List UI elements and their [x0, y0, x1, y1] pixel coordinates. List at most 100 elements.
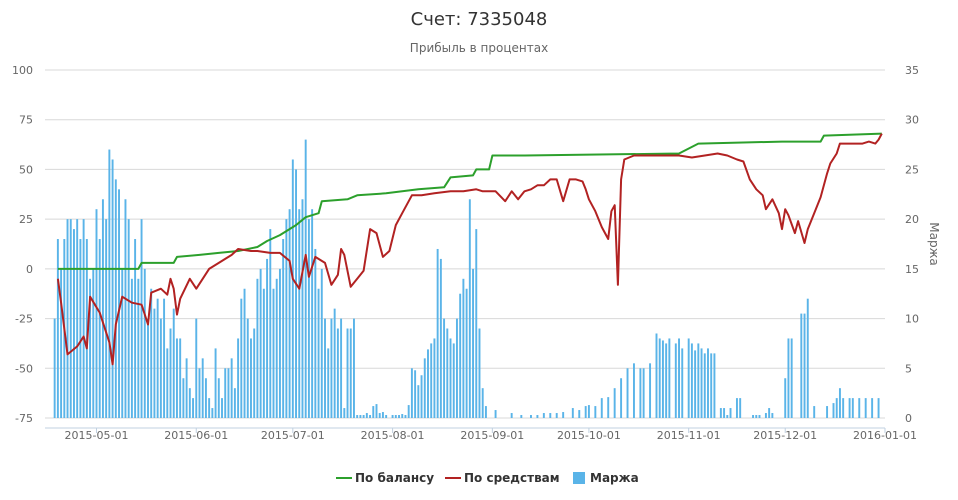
- margin-bar: [369, 415, 372, 418]
- margin-bar: [95, 209, 98, 418]
- margin-bar: [459, 293, 462, 418]
- margin-bar: [175, 338, 178, 418]
- margin-bar: [465, 288, 468, 418]
- margin-bar: [755, 415, 758, 418]
- margin-bar: [587, 405, 590, 418]
- x-tick-label: 2015-12-01: [753, 429, 817, 442]
- y-tick-label: 50: [19, 163, 33, 176]
- margin-bar: [79, 239, 82, 418]
- margin-bar: [832, 403, 835, 418]
- margin-bar: [719, 408, 722, 418]
- margin-bar: [790, 338, 793, 418]
- margin-bar: [188, 388, 191, 418]
- margin-bar: [594, 406, 597, 418]
- margin-bar: [803, 313, 806, 418]
- margin-bar: [298, 209, 301, 418]
- margin-bar: [700, 348, 703, 418]
- margin-bar: [484, 406, 487, 418]
- legend-label: По средствам: [464, 471, 560, 485]
- margin-bar: [703, 353, 706, 418]
- margin-bar: [340, 318, 343, 418]
- margin-bar: [359, 415, 362, 418]
- margin-bar: [118, 189, 120, 418]
- margin-bar: [98, 239, 101, 418]
- margin-bar: [758, 415, 761, 418]
- margin-bar: [555, 413, 558, 418]
- y2-tick-label: 10: [905, 313, 919, 326]
- margin-bar: [462, 278, 465, 418]
- margin-bar: [735, 398, 738, 418]
- margin-bar: [764, 413, 767, 418]
- margin-bar: [752, 415, 755, 418]
- margin-bar: [661, 340, 664, 418]
- margin-bar: [848, 398, 851, 418]
- margin-bar: [835, 398, 838, 418]
- margin-bar: [246, 318, 249, 418]
- margin-bar: [417, 385, 420, 418]
- margin-bar: [301, 199, 304, 418]
- margin-bar: [285, 219, 288, 418]
- legend-swatch: [573, 472, 585, 484]
- chart-subtitle: Прибыль в процентах: [410, 41, 548, 55]
- margin-bar: [468, 199, 471, 418]
- margin-bar: [185, 358, 188, 418]
- margin-bar: [407, 405, 410, 418]
- margin-bar: [221, 398, 223, 418]
- margin-bar: [53, 318, 56, 418]
- margin-bar: [166, 348, 169, 418]
- margin-bar: [230, 358, 233, 418]
- margin-bar: [343, 408, 346, 418]
- margin-bar: [481, 388, 484, 418]
- margin-bar: [455, 318, 458, 418]
- margin-bar: [433, 338, 436, 418]
- x-tick-label: 2015-09-01: [460, 429, 524, 442]
- margin-bar: [311, 209, 314, 418]
- margin-bar: [562, 412, 565, 418]
- x-tick-label: 2015-07-01: [261, 429, 325, 442]
- margin-bar: [121, 268, 124, 418]
- y-tick-label: 100: [12, 64, 33, 77]
- margin-bar: [253, 328, 256, 418]
- margin-bar: [842, 398, 845, 418]
- margin-bar: [697, 343, 700, 418]
- grid-lines: [45, 69, 885, 419]
- margin-bar: [198, 368, 201, 418]
- margin-bar: [871, 398, 874, 418]
- margin-bar: [678, 338, 680, 418]
- margin-bar: [288, 209, 291, 418]
- margin-bar: [282, 239, 285, 418]
- y-tick-label: -75: [15, 412, 33, 425]
- margin-bar: [439, 258, 442, 418]
- margin-bar: [452, 343, 455, 418]
- y2-tick-label: 5: [905, 362, 912, 375]
- margin-bar: [877, 398, 880, 418]
- margin-bar: [864, 398, 867, 418]
- margin-bar: [250, 338, 252, 418]
- margin-bar: [410, 368, 413, 418]
- margin-bar: [826, 406, 829, 418]
- x-tick-label: 2015-11-01: [657, 429, 721, 442]
- margin-bar: [768, 408, 771, 418]
- y2-tick-label: 15: [905, 263, 919, 276]
- margin-bar: [674, 343, 677, 418]
- margin-bar: [398, 415, 400, 418]
- margin-bar: [243, 288, 246, 418]
- series-line: [56, 133, 883, 366]
- margin-bar: [349, 328, 352, 418]
- margin-bar: [510, 413, 513, 418]
- margin-bar: [89, 278, 92, 418]
- margin-bar: [478, 328, 481, 418]
- chart-title: Счет: 7335048: [411, 9, 548, 30]
- y2-tick-label: 0: [905, 412, 912, 425]
- margin-bar: [372, 406, 375, 418]
- margin-bar: [153, 308, 156, 418]
- y-tick-label: 75: [19, 114, 33, 127]
- margin-bar: [82, 219, 85, 418]
- margin-bar: [327, 348, 330, 418]
- margin-bar: [668, 338, 671, 418]
- margin-bar: [275, 278, 278, 418]
- margin-bar: [317, 288, 320, 418]
- margin-bar: [147, 318, 149, 418]
- y-tick-label: -25: [15, 313, 33, 326]
